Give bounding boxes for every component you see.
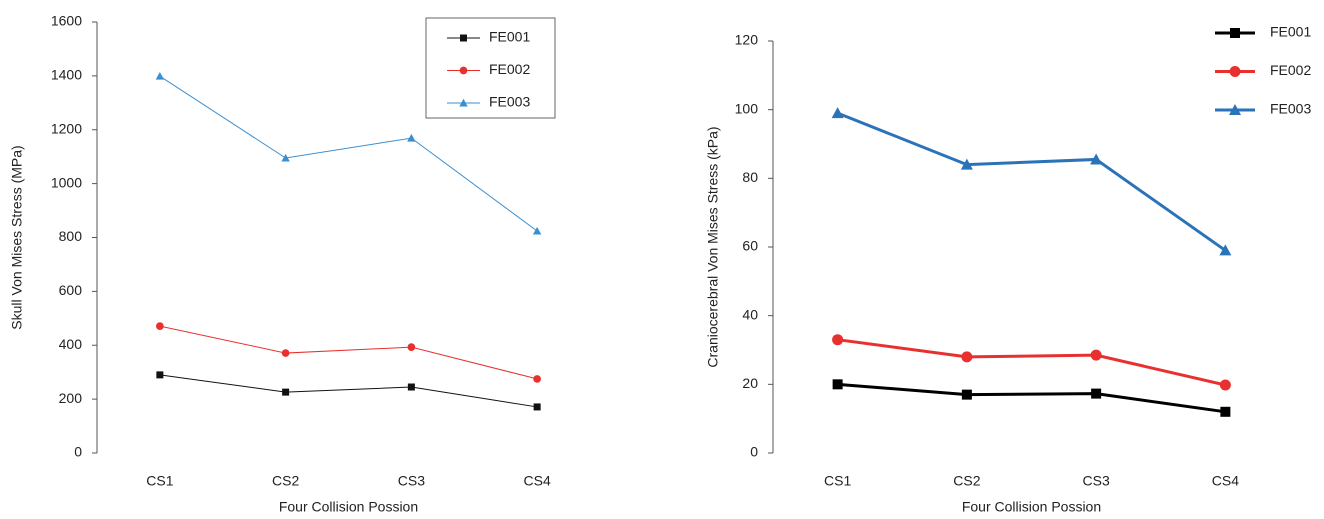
y-tick-label: 40 xyxy=(742,306,758,322)
legend-label: FE003 xyxy=(1270,101,1311,117)
marker xyxy=(832,334,844,346)
legend-marker xyxy=(1230,28,1240,38)
x-tick-label: CS3 xyxy=(1083,473,1110,489)
x-tick-label: CS1 xyxy=(824,473,851,489)
marker xyxy=(281,153,290,162)
marker xyxy=(831,107,844,119)
marker xyxy=(1091,388,1102,399)
legend-box xyxy=(425,17,556,119)
y-tick-label: 1600 xyxy=(51,13,82,29)
marker xyxy=(532,226,542,235)
marker xyxy=(1220,406,1231,417)
y-tick-label: 80 xyxy=(742,169,758,185)
y-tick-label: 1000 xyxy=(51,174,82,190)
x-axis-title: Four Collision Possion xyxy=(962,499,1101,515)
series-line xyxy=(159,374,538,408)
legend-label: FE002 xyxy=(489,61,530,77)
legend-label: FE001 xyxy=(1270,24,1311,40)
marker xyxy=(156,371,164,379)
x-axis-title: Four Collision Possion xyxy=(279,499,418,515)
x-tick-label: CS2 xyxy=(953,473,980,489)
marker xyxy=(961,351,973,363)
legend-marker xyxy=(459,66,468,75)
x-tick-label: CS1 xyxy=(146,473,173,489)
y-tick-label: 20 xyxy=(742,375,758,391)
y-tick-label: 0 xyxy=(74,444,82,460)
marker xyxy=(1090,349,1102,361)
x-tick-label: CS2 xyxy=(272,473,299,489)
y-tick-label: 400 xyxy=(59,336,83,352)
legend-label: FE001 xyxy=(489,29,530,45)
marker xyxy=(960,158,973,170)
y-tick-label: 1200 xyxy=(51,120,82,136)
y-tick-label: 1400 xyxy=(51,67,82,83)
legend-marker xyxy=(460,34,467,42)
series-line xyxy=(837,382,1226,414)
marker xyxy=(832,379,843,390)
marker xyxy=(1219,244,1232,256)
marker xyxy=(533,375,541,383)
y-tick-label: 800 xyxy=(59,228,83,244)
legend-marker xyxy=(459,98,468,107)
y-tick-label: 100 xyxy=(735,100,759,116)
y-axis-title: Skull Von Mises Stress (MPa) xyxy=(9,145,25,329)
x-tick-label: CS4 xyxy=(524,473,551,489)
marker xyxy=(407,383,415,391)
legend-label: FE002 xyxy=(1270,62,1311,78)
series-line xyxy=(159,325,538,380)
marker xyxy=(533,403,541,411)
y-tick-label: 200 xyxy=(59,390,83,406)
series-line xyxy=(837,111,1227,252)
legend-marker xyxy=(1229,104,1241,115)
x-tick-label: CS3 xyxy=(398,473,425,489)
y-tick-label: 600 xyxy=(59,282,83,298)
marker xyxy=(282,388,290,396)
series-line xyxy=(159,75,538,232)
marker xyxy=(407,133,416,142)
y-tick-label: 0 xyxy=(750,444,758,460)
marker xyxy=(961,389,972,400)
marker xyxy=(1219,379,1231,391)
marker xyxy=(1090,153,1103,165)
y-axis-title: Craniocerebral Von Mises Stress (kPa) xyxy=(705,126,721,367)
marker xyxy=(155,71,165,80)
y-tick-label: 120 xyxy=(735,32,759,48)
legend-marker xyxy=(1229,66,1241,77)
marker xyxy=(407,343,416,351)
x-tick-label: CS4 xyxy=(1212,473,1239,489)
y-tick-label: 60 xyxy=(742,238,758,254)
marker xyxy=(281,349,290,357)
series-line xyxy=(837,338,1226,387)
marker xyxy=(156,322,164,330)
legend-label: FE003 xyxy=(489,94,530,110)
